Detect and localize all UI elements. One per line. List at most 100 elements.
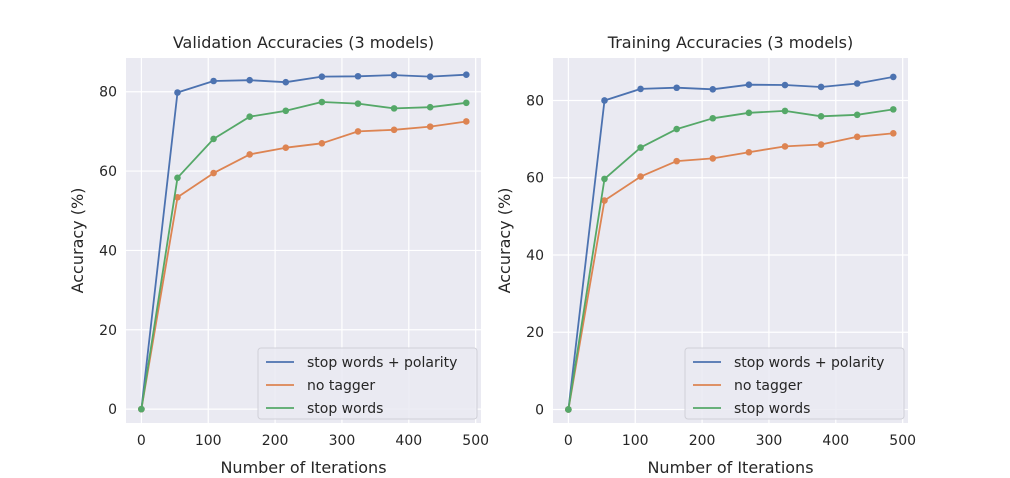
legend-box xyxy=(684,347,905,420)
data-point xyxy=(210,169,217,177)
data-point xyxy=(601,97,608,104)
data-point xyxy=(174,174,181,182)
y-axis-label: Accuracy (%) xyxy=(495,188,514,294)
data-point xyxy=(709,85,717,93)
legend-label: no tagger xyxy=(307,378,375,394)
legend-label: no tagger xyxy=(734,378,802,394)
x-tick-label: 200 xyxy=(262,433,289,449)
legend: stop words + polarity no tagger stop words xyxy=(684,347,905,420)
chart-panel-1: 0 100 200 300 400 500 0 20 40 60 80 Validation Accu… xyxy=(68,33,489,477)
series-line xyxy=(567,76,894,410)
data-point xyxy=(637,144,644,151)
data-point xyxy=(318,98,326,106)
data-point xyxy=(745,81,753,88)
data-point xyxy=(426,73,434,80)
y-axis-label: Accuracy (%) xyxy=(68,188,87,294)
x-tick-label: 0 xyxy=(564,433,573,449)
data-point xyxy=(817,141,825,148)
chart-title: Training Accuracies (3 models) xyxy=(607,33,853,52)
data-point xyxy=(673,125,680,133)
data-point xyxy=(781,143,789,150)
x-tick-label: 0 xyxy=(137,433,146,449)
data-point xyxy=(673,157,680,165)
data-point xyxy=(174,193,181,201)
data-point xyxy=(390,71,398,79)
x-axis-label: Number of Iterations xyxy=(647,458,813,477)
y-tick-label: 0 xyxy=(108,402,117,418)
y-tick-label: 80 xyxy=(526,93,544,109)
data-point xyxy=(673,84,680,92)
data-point xyxy=(138,405,145,413)
y-tick-label: 40 xyxy=(526,248,544,264)
series-line xyxy=(567,132,894,410)
data-point xyxy=(853,111,861,119)
data-point xyxy=(246,113,253,121)
data-point xyxy=(246,151,253,158)
x-tick-label: 400 xyxy=(395,433,422,449)
data-point xyxy=(817,113,825,120)
data-point xyxy=(601,175,608,183)
data-point xyxy=(354,100,362,107)
series-line xyxy=(140,120,467,410)
x-tick-label: 300 xyxy=(756,433,783,449)
x-tick-label: 200 xyxy=(689,433,716,449)
series-line xyxy=(140,101,467,410)
data-point xyxy=(462,71,470,78)
x-axis-label: Number of Iterations xyxy=(220,458,386,477)
data-point xyxy=(174,89,181,96)
data-point xyxy=(637,173,644,180)
data-point xyxy=(210,77,217,85)
legend-label: stop words xyxy=(307,401,383,417)
data-point xyxy=(462,99,470,107)
series-line xyxy=(567,108,894,410)
legend-label: stop words xyxy=(734,401,810,417)
series-line xyxy=(140,73,467,410)
x-tick-label: 100 xyxy=(195,433,222,449)
data-point xyxy=(781,81,789,89)
chart-title: Validation Accuracies (3 models) xyxy=(173,33,434,52)
data-point xyxy=(318,139,326,147)
legend: stop words + polarity no tagger stop words xyxy=(257,347,478,420)
data-point xyxy=(709,155,717,162)
x-tick-label: 400 xyxy=(822,433,849,449)
legend-box xyxy=(257,347,478,420)
data-point xyxy=(637,85,644,93)
data-point xyxy=(565,406,572,413)
y-tick-label: 20 xyxy=(526,325,544,341)
data-point xyxy=(745,109,753,117)
x-tick-label: 500 xyxy=(462,433,489,449)
x-tick-label: 300 xyxy=(329,433,356,449)
data-point xyxy=(282,78,290,86)
x-tick-label: 500 xyxy=(889,433,916,449)
data-point xyxy=(426,123,434,130)
data-point xyxy=(781,107,789,115)
data-point xyxy=(210,135,217,143)
data-point xyxy=(426,103,434,111)
data-point xyxy=(462,118,470,125)
y-tick-label: 40 xyxy=(99,243,117,259)
y-tick-label: 0 xyxy=(535,402,544,418)
legend-label: stop words + polarity xyxy=(307,355,457,371)
data-point xyxy=(853,80,861,87)
data-point xyxy=(817,83,825,91)
data-point xyxy=(853,133,861,141)
data-point xyxy=(282,107,290,115)
data-point xyxy=(745,148,753,156)
data-point xyxy=(889,106,897,113)
data-point xyxy=(282,144,290,151)
legend-label: stop words + polarity xyxy=(734,355,884,371)
data-point xyxy=(390,105,398,112)
data-point xyxy=(709,114,717,122)
data-point xyxy=(318,73,326,80)
data-point xyxy=(354,128,362,135)
data-point xyxy=(246,76,253,84)
x-tick-label: 100 xyxy=(622,433,649,449)
y-tick-label: 20 xyxy=(99,323,117,339)
y-tick-label: 60 xyxy=(526,171,544,187)
data-point xyxy=(889,73,897,81)
chart-panel-2: 0 100 200 300 400 500 0 20 40 60 80 Training Accura… xyxy=(495,33,916,477)
data-point xyxy=(601,197,608,204)
data-point xyxy=(390,126,398,134)
y-tick-label: 80 xyxy=(99,85,117,101)
